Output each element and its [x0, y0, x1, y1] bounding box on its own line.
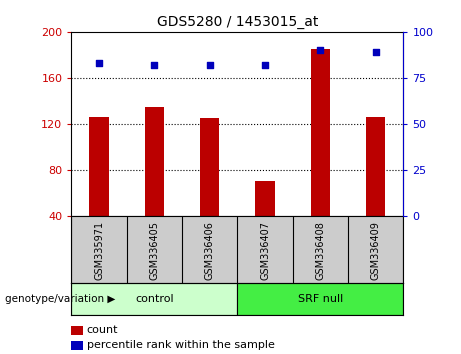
Title: GDS5280 / 1453015_at: GDS5280 / 1453015_at [157, 16, 318, 29]
Bar [366, 117, 385, 216]
Text: SRF null: SRF null [298, 294, 343, 304]
Point [95, 60, 103, 66]
Text: control: control [135, 294, 174, 304]
Point [372, 49, 379, 55]
Point [317, 47, 324, 53]
Text: GSM336408: GSM336408 [315, 221, 325, 280]
Point [151, 62, 158, 68]
Text: count: count [87, 325, 118, 335]
Text: GSM335971: GSM335971 [94, 221, 104, 280]
Text: GSM336406: GSM336406 [205, 221, 215, 280]
Bar [311, 49, 330, 216]
Bar [237, 283, 403, 315]
Bar [145, 107, 164, 216]
Bar [71, 283, 237, 315]
Bar [89, 117, 109, 216]
Text: GSM336405: GSM336405 [149, 221, 160, 280]
Text: GSM336407: GSM336407 [260, 221, 270, 280]
Point [261, 62, 269, 68]
Bar [200, 118, 219, 216]
Bar [255, 181, 275, 216]
Text: GSM336409: GSM336409 [371, 221, 381, 280]
Text: genotype/variation ▶: genotype/variation ▶ [5, 294, 115, 304]
Point [206, 62, 213, 68]
Text: percentile rank within the sample: percentile rank within the sample [87, 340, 275, 350]
